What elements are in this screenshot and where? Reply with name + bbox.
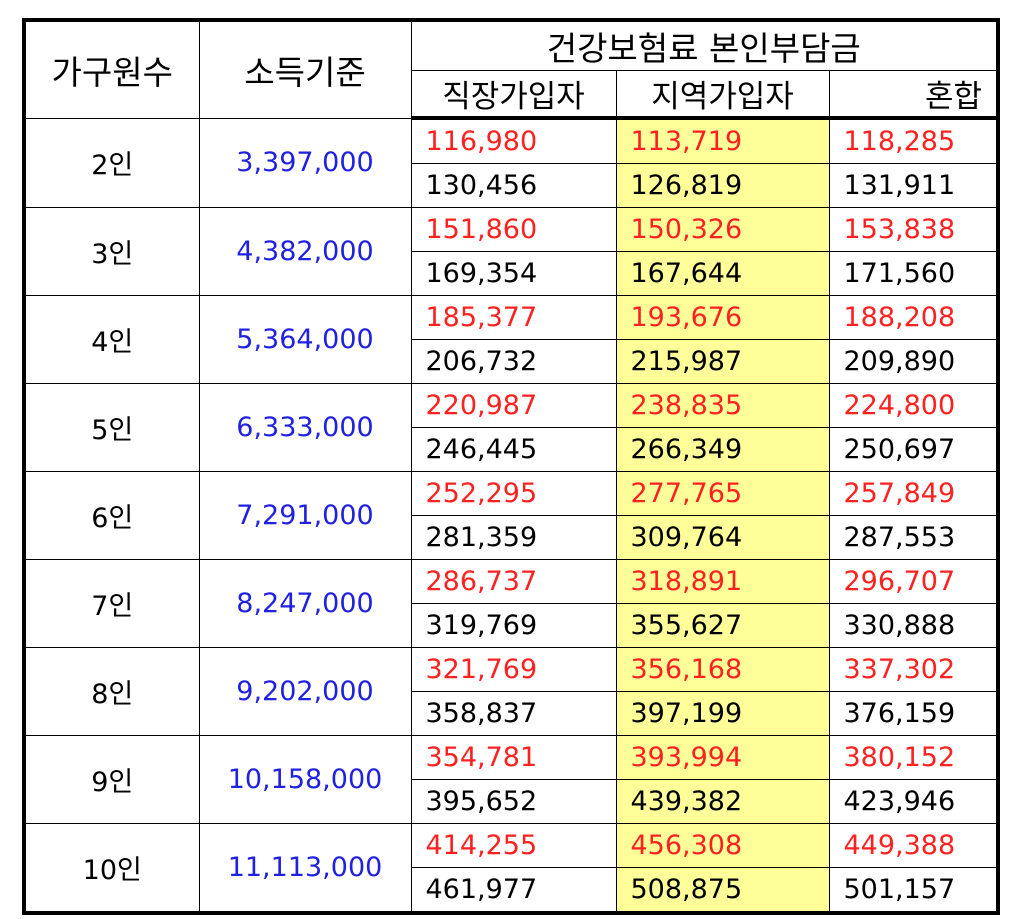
mixed-premium-red-cell: 380,152 bbox=[828, 735, 999, 780]
regional-premium-red-cell: 238,835 bbox=[615, 383, 830, 428]
table-row: 358,837 397,199 376,159 bbox=[24, 691, 999, 736]
employee-premium-cell: 319,769 bbox=[410, 603, 617, 648]
employee-premium-red-cell: 414,255 bbox=[410, 823, 617, 868]
header-income: 소득기준 bbox=[198, 19, 412, 119]
household-cell: 2인 bbox=[23, 117, 200, 208]
mixed-premium-red-cell: 153,838 bbox=[828, 207, 999, 252]
mixed-premium-red-cell: 224,800 bbox=[828, 383, 999, 428]
regional-premium-cell: 355,627 bbox=[615, 603, 830, 648]
table-row: 9인 10,158,000 354,781 393,994 380,152 bbox=[23, 735, 999, 824]
header-mixed: 혼합 bbox=[828, 70, 999, 120]
table-row: 246,445 266,349 250,697 bbox=[24, 427, 999, 472]
regional-premium-red-cell: 456,308 bbox=[615, 823, 830, 868]
income-cell: 9,202,000 bbox=[198, 647, 412, 736]
table-row: 7인 8,247,000 286,737 318,891 296,707 bbox=[23, 559, 999, 648]
table-row: 8인 9,202,000 321,769 356,168 337,302 bbox=[23, 647, 999, 736]
regional-premium-cell: 215,987 bbox=[615, 339, 830, 384]
table-row: 206,732 215,987 209,890 bbox=[24, 339, 999, 384]
table-row: 169,354 167,644 171,560 bbox=[24, 251, 999, 296]
regional-premium-cell: 397,199 bbox=[615, 691, 830, 736]
household-cell: 8인 bbox=[23, 647, 200, 736]
income-cell: 10,158,000 bbox=[198, 735, 412, 824]
regional-premium-cell: 266,349 bbox=[615, 427, 830, 472]
income-cell: 4,382,000 bbox=[198, 207, 412, 296]
table-body: 2인 3,397,000 116,980 113,719 118,285 130,456 1… bbox=[23, 117, 999, 914]
employee-premium-red-cell: 286,737 bbox=[410, 559, 617, 604]
table-row: 319,769 355,627 330,888 bbox=[24, 603, 999, 648]
mixed-premium-cell: 171,560 bbox=[828, 251, 999, 296]
income-cell: 11,113,000 bbox=[198, 823, 412, 914]
regional-premium-cell: 439,382 bbox=[615, 779, 830, 824]
mixed-premium-cell: 330,888 bbox=[828, 603, 999, 648]
household-cell: 10인 bbox=[23, 823, 200, 914]
household-cell: 4인 bbox=[23, 295, 200, 384]
header-regional: 지역가입자 bbox=[615, 70, 830, 120]
mixed-premium-cell: 376,159 bbox=[828, 691, 999, 736]
mixed-premium-red-cell: 449,388 bbox=[828, 823, 999, 868]
table-row: 10인 11,113,000 414,255 456,308 449,388 bbox=[23, 823, 999, 914]
regional-premium-red-cell: 113,719 bbox=[615, 117, 830, 164]
income-cell: 6,333,000 bbox=[198, 383, 412, 472]
table-row: 2인 3,397,000 116,980 113,719 118,285 bbox=[23, 117, 999, 208]
table-row: 395,652 439,382 423,946 bbox=[24, 779, 999, 824]
income-cell: 3,397,000 bbox=[198, 117, 412, 208]
regional-premium-red-cell: 193,676 bbox=[615, 295, 830, 340]
employee-premium-cell: 358,837 bbox=[410, 691, 617, 736]
table-row: 4인 5,364,000 185,377 193,676 188,208 bbox=[23, 295, 999, 384]
table-row: 5인 6,333,000 220,987 238,835 224,800 bbox=[23, 383, 999, 472]
premium-table: 가구원수 소득기준 건강보험료 본인부담금 직장가입자 지역가입자 혼합 2인 3… bbox=[22, 18, 1000, 915]
income-cell: 5,364,000 bbox=[198, 295, 412, 384]
employee-premium-red-cell: 354,781 bbox=[410, 735, 617, 780]
regional-premium-cell: 309,764 bbox=[615, 515, 830, 560]
table-row: 461,977 508,875 501,157 bbox=[24, 867, 999, 914]
table-row: 6인 7,291,000 252,295 277,765 257,849 bbox=[23, 471, 999, 560]
employee-premium-cell: 206,732 bbox=[410, 339, 617, 384]
income-cell: 7,291,000 bbox=[198, 471, 412, 560]
header-household: 가구원수 bbox=[23, 19, 200, 119]
employee-premium-cell: 281,359 bbox=[410, 515, 617, 560]
employee-premium-cell: 461,977 bbox=[410, 867, 617, 914]
mixed-premium-cell: 250,697 bbox=[828, 427, 999, 472]
table-row: 3인 4,382,000 151,860 150,326 153,838 bbox=[23, 207, 999, 296]
employee-premium-red-cell: 220,987 bbox=[410, 383, 617, 428]
household-cell: 9인 bbox=[23, 735, 200, 824]
regional-premium-red-cell: 277,765 bbox=[615, 471, 830, 516]
employee-premium-red-cell: 116,980 bbox=[410, 117, 617, 164]
employee-premium-cell: 246,445 bbox=[410, 427, 617, 472]
employee-premium-red-cell: 185,377 bbox=[410, 295, 617, 340]
header-employee: 직장가입자 bbox=[410, 70, 617, 120]
header-premium-group: 건강보험료 본인부담금 bbox=[410, 19, 999, 71]
mixed-premium-cell: 423,946 bbox=[828, 779, 999, 824]
employee-premium-cell: 395,652 bbox=[410, 779, 617, 824]
mixed-premium-cell: 131,911 bbox=[828, 163, 999, 208]
employee-premium-cell: 130,456 bbox=[410, 163, 617, 208]
mixed-premium-cell: 209,890 bbox=[828, 339, 999, 384]
regional-premium-red-cell: 318,891 bbox=[615, 559, 830, 604]
household-cell: 6인 bbox=[23, 471, 200, 560]
regional-premium-red-cell: 393,994 bbox=[615, 735, 830, 780]
employee-premium-red-cell: 151,860 bbox=[410, 207, 617, 252]
employee-premium-red-cell: 252,295 bbox=[410, 471, 617, 516]
employee-premium-red-cell: 321,769 bbox=[410, 647, 617, 692]
regional-premium-cell: 126,819 bbox=[615, 163, 830, 208]
regional-premium-red-cell: 150,326 bbox=[615, 207, 830, 252]
regional-premium-red-cell: 356,168 bbox=[615, 647, 830, 692]
household-cell: 3인 bbox=[23, 207, 200, 296]
table-row: 281,359 309,764 287,553 bbox=[24, 515, 999, 560]
table-header: 가구원수 소득기준 건강보험료 본인부담금 직장가입자 지역가입자 혼합 bbox=[23, 19, 999, 120]
mixed-premium-red-cell: 118,285 bbox=[828, 117, 999, 164]
income-cell: 8,247,000 bbox=[198, 559, 412, 648]
mixed-premium-red-cell: 257,849 bbox=[828, 471, 999, 516]
regional-premium-cell: 508,875 bbox=[615, 867, 830, 914]
household-cell: 7인 bbox=[23, 559, 200, 648]
employee-premium-cell: 169,354 bbox=[410, 251, 617, 296]
household-cell: 5인 bbox=[23, 383, 200, 472]
regional-premium-cell: 167,644 bbox=[615, 251, 830, 296]
mixed-premium-cell: 287,553 bbox=[828, 515, 999, 560]
mixed-premium-cell: 501,157 bbox=[828, 867, 999, 914]
mixed-premium-red-cell: 296,707 bbox=[828, 559, 999, 604]
mixed-premium-red-cell: 188,208 bbox=[828, 295, 999, 340]
mixed-premium-red-cell: 337,302 bbox=[828, 647, 999, 692]
